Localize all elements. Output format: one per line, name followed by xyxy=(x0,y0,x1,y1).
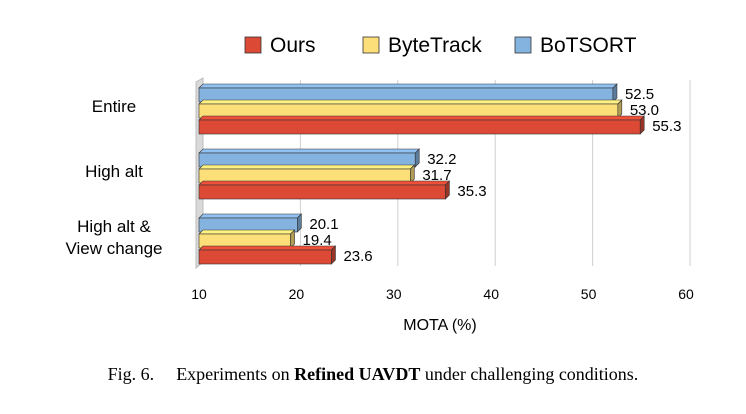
x-tick-label: 40 xyxy=(483,286,499,302)
bar-end-face xyxy=(331,245,336,265)
bar-end-face xyxy=(612,83,618,103)
legend-swatch xyxy=(244,36,262,54)
bar-top-face xyxy=(198,213,303,219)
bar-top-face xyxy=(198,229,296,235)
caption-text-after: under challenging conditions. xyxy=(420,364,639,384)
bar-end-face xyxy=(297,213,302,233)
bar-end-face xyxy=(414,148,420,168)
category-label: Entire xyxy=(92,97,136,116)
caption-text-before: Experiments on xyxy=(176,364,295,384)
legend: Ours ByteTrack BoTSORT xyxy=(244,34,637,57)
caption-text-bold: Refined UAVDT xyxy=(294,364,421,384)
x-tick-label: 60 xyxy=(678,286,694,302)
bar-bytetrack-1 xyxy=(198,164,416,184)
data-labels: 52.553.055.3 32.231.7 35.3 20.119.4 23.6 xyxy=(303,86,682,265)
bar-end-face xyxy=(617,99,623,119)
category-label: High alt xyxy=(85,162,143,181)
data-label: 20.1 xyxy=(309,216,338,233)
bar-top-face xyxy=(198,164,416,170)
bar-end-face xyxy=(445,180,450,200)
x-tick-label: 30 xyxy=(386,286,402,302)
bar-bytetrack-2 xyxy=(198,229,296,249)
x-tick-label: 50 xyxy=(581,286,597,302)
legend-item-bytetrack: ByteTrack xyxy=(362,34,482,57)
data-label: 32.2 xyxy=(427,151,456,168)
legend-item-ours: Ours xyxy=(244,34,316,57)
bar-end-face xyxy=(290,229,295,249)
bar-top-face xyxy=(198,83,618,89)
data-label: 35.3 xyxy=(457,183,486,200)
bar-ours-0 xyxy=(198,115,645,135)
x-axis-label: MOTA (%) xyxy=(403,317,476,334)
bar-end-face xyxy=(410,164,415,184)
bar-top-face xyxy=(198,115,645,121)
bar-front-face xyxy=(198,119,641,135)
bar-botsort-1 xyxy=(198,148,420,168)
mota-bar-chart: 52.553.055.3 32.231.7 35.3 20.119.4 23.6 Ent… xyxy=(65,34,694,334)
bar-ours-2 xyxy=(198,245,337,265)
data-label: 53.0 xyxy=(630,102,659,119)
legend-label: Ours xyxy=(270,34,316,57)
bar-top-face xyxy=(198,99,623,105)
bar-top-face xyxy=(198,148,420,154)
bar-botsort-0 xyxy=(198,83,618,103)
data-label: 55.3 xyxy=(652,118,681,135)
legend-label: ByteTrack xyxy=(388,34,482,57)
data-label: 31.7 xyxy=(422,167,451,184)
data-label: 23.6 xyxy=(343,248,372,265)
data-label: 19.4 xyxy=(303,232,332,249)
bar-top-face xyxy=(198,180,451,186)
data-label: 52.5 xyxy=(625,86,654,103)
bar-front-face xyxy=(198,184,446,200)
bar-ours-1 xyxy=(198,180,451,200)
caption-label: Fig. 6. xyxy=(107,364,155,384)
bar-front-face xyxy=(198,249,332,265)
legend-item-botsort: BoTSORT xyxy=(514,34,637,57)
legend-label: BoTSORT xyxy=(540,34,637,57)
x-tick-label: 20 xyxy=(289,286,305,302)
category-label: View change xyxy=(65,239,162,258)
category-label: High alt & xyxy=(77,217,151,236)
bar-end-face xyxy=(639,115,645,135)
x-tick-label: 10 xyxy=(191,286,207,302)
legend-swatch xyxy=(362,36,380,54)
legend-swatch xyxy=(514,36,532,54)
bar-botsort-2 xyxy=(198,213,303,233)
bar-bytetrack-0 xyxy=(198,99,623,119)
bars xyxy=(198,83,645,265)
category-labels: Entire High alt High alt & View change xyxy=(65,97,162,258)
figure-caption: Fig. 6. Experiments on Refined UAVDT unde… xyxy=(0,364,746,385)
x-tick-labels: 10 20 30 40 50 60 xyxy=(191,286,694,302)
